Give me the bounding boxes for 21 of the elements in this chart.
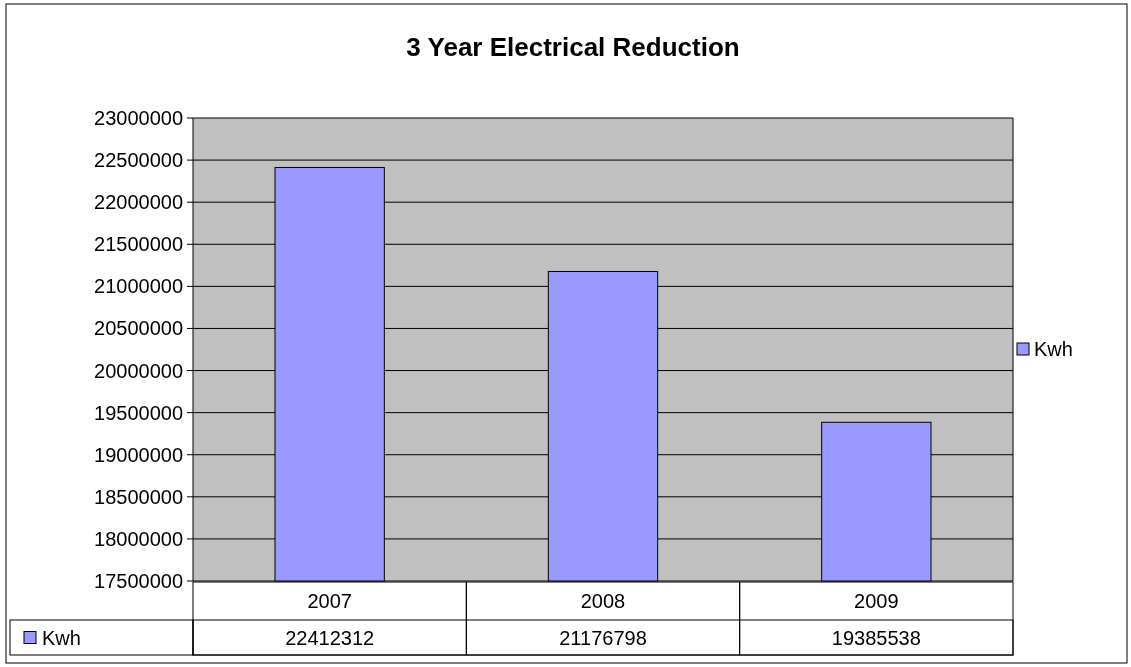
y-tick-label: 18000000 <box>94 527 183 550</box>
data-label: 22412312 <box>285 626 375 649</box>
y-tick-label: 23000000 <box>94 107 183 129</box>
text: Kwh <box>42 626 81 649</box>
y-tick-label: 19000000 <box>94 443 183 466</box>
y-tick-label: 22000000 <box>94 191 183 214</box>
y-tick-label: 22500000 <box>94 149 183 172</box>
y-tick-label: 21500000 <box>94 233 183 256</box>
chart-title: 3 Year Electrical Reduction <box>406 32 740 62</box>
y-tick-label: 18500000 <box>94 485 183 508</box>
y-tick-label: 19500000 <box>94 401 183 424</box>
data-label: 19385538 <box>831 626 921 649</box>
x-tick-label: 2007 <box>307 589 352 612</box>
y-tick-label: 17500000 <box>94 570 183 592</box>
data-label: 21176798 <box>559 626 647 649</box>
x-tick-label: 2008 <box>580 589 626 612</box>
x-tick-label: 2009 <box>854 589 899 612</box>
y-tick-label: 20500000 <box>94 317 183 340</box>
legend-label: Kwh <box>1034 338 1073 360</box>
y-tick-label: 20000000 <box>94 359 183 382</box>
y-tick-label: 21000000 <box>94 275 183 298</box>
